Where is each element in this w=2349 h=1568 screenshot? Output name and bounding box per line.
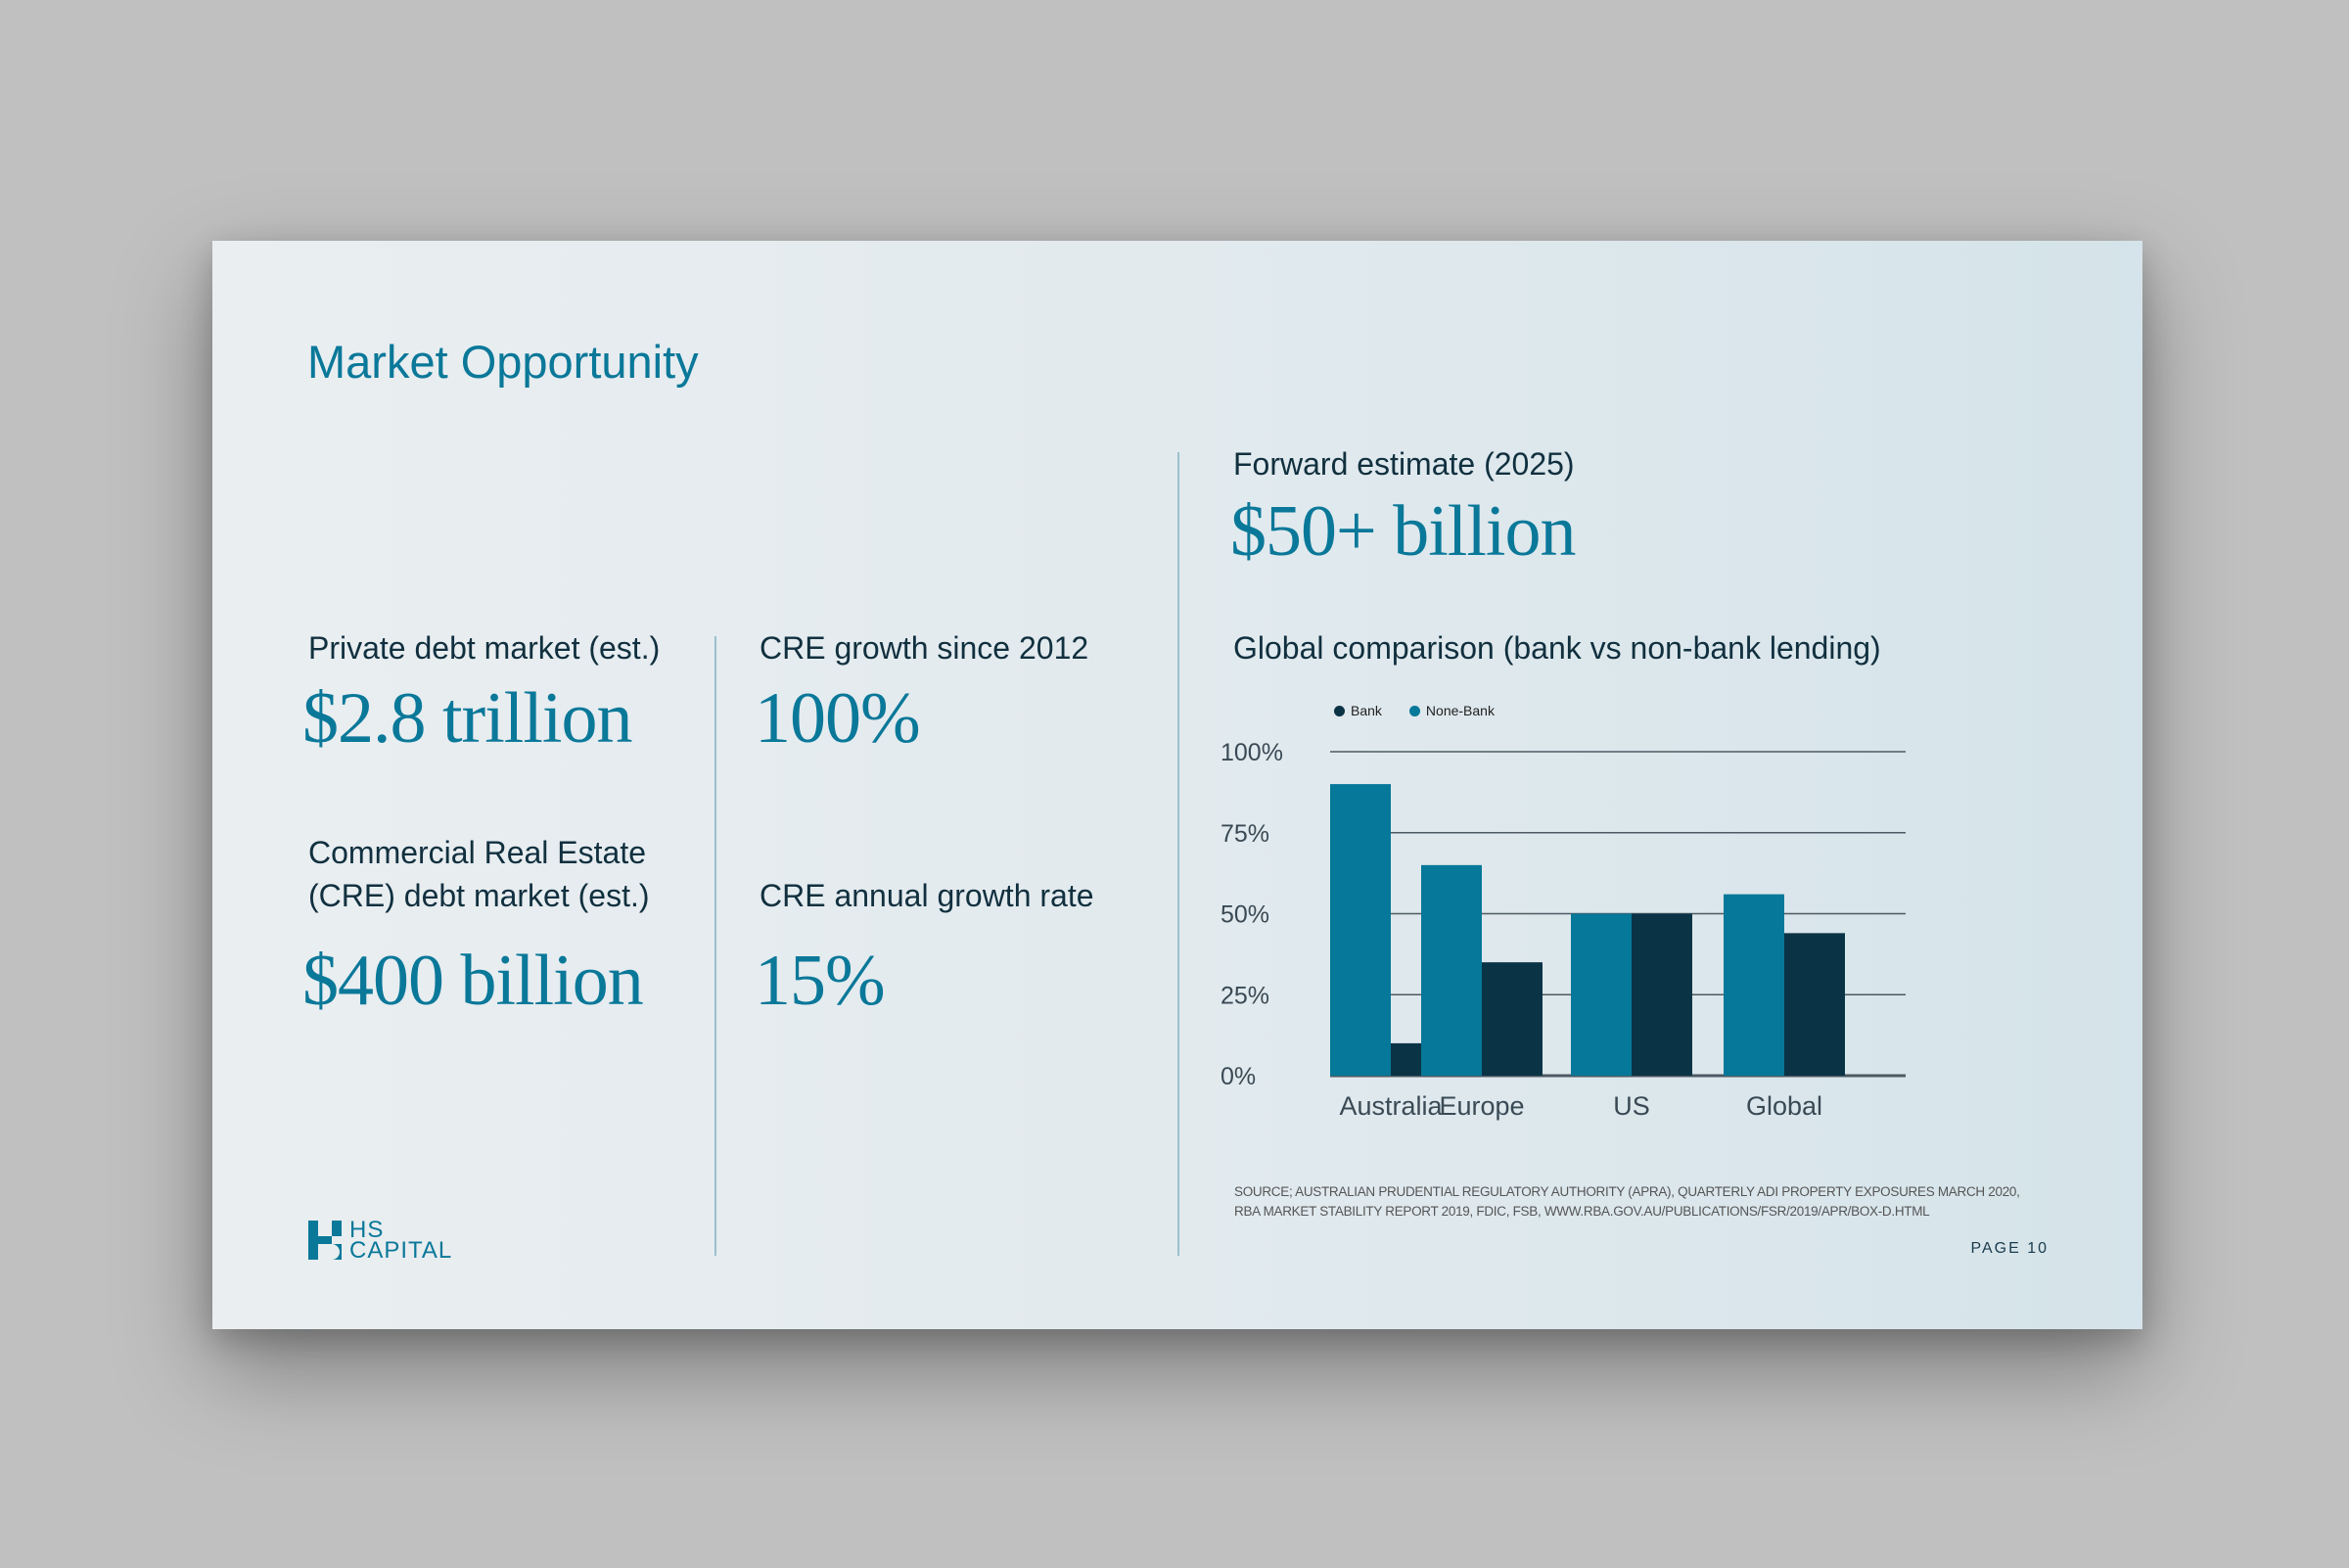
page-number: PAGE 10: [1970, 1240, 2049, 1257]
y-tick-label: 0%: [1221, 1063, 1256, 1090]
page-title: Market Opportunity: [307, 336, 699, 388]
y-tick-label: 25%: [1221, 982, 1269, 1009]
source-line-1: SOURCE; AUSTRALIAN PRUDENTIAL REGULATORY…: [1234, 1184, 2020, 1199]
x-tick-label: Global: [1746, 1091, 1822, 1121]
divider: [714, 636, 716, 1256]
bar-bank-global: [1784, 933, 1845, 1076]
bar-none-bank-global: [1724, 894, 1784, 1076]
private-debt-label: Private debt market (est.): [308, 630, 661, 666]
source-line-2: RBA MARKET STABILITY REPORT 2019, FDIC, …: [1234, 1204, 1930, 1219]
logo-line2: CAPITAL: [349, 1237, 453, 1264]
y-tick-label: 50%: [1221, 901, 1269, 929]
legend-bank-dot: [1334, 705, 1345, 716]
hs-capital-logo: HS CAPITAL: [308, 1217, 453, 1264]
forward-estimate-value: $50+ billion: [1230, 491, 1576, 572]
cre-debt-label: Commercial Real Estate (CRE) debt market…: [308, 831, 650, 917]
legend-bank-label: Bank: [1351, 703, 1382, 718]
x-tick-label: Australia: [1339, 1091, 1443, 1121]
chart-legend: Bank None-Bank: [1334, 703, 1495, 718]
cre-growth-value: 100%: [755, 678, 921, 759]
cre-annual-value: 15%: [755, 941, 886, 1021]
y-tick-label: 75%: [1221, 820, 1269, 848]
forward-estimate-label: Forward estimate (2025): [1233, 446, 1575, 482]
y-tick-label: 100%: [1221, 739, 1283, 766]
x-tick-label: US: [1613, 1091, 1650, 1121]
legend-nonbank-label: None-Bank: [1425, 703, 1495, 718]
source-note: SOURCE; AUSTRALIAN PRUDENTIAL REGULATORY…: [1234, 1182, 2020, 1222]
cre-debt-label-line2: (CRE) debt market (est.): [308, 878, 650, 913]
x-tick-label: Europe: [1439, 1091, 1524, 1121]
cre-debt-label-line1: Commercial Real Estate: [308, 835, 646, 870]
bar-none-bank-us: [1571, 913, 1632, 1076]
private-debt-value: $2.8 trillion: [302, 678, 632, 759]
bar-bank-us: [1632, 913, 1692, 1076]
logo-text: HS CAPITAL: [349, 1217, 453, 1264]
cre-growth-label: CRE growth since 2012: [760, 630, 1089, 666]
logo-line1: HS: [349, 1217, 385, 1243]
cre-annual-label: CRE annual growth rate: [760, 878, 1094, 913]
bar-bank-europe: [1482, 962, 1543, 1076]
divider: [1177, 452, 1179, 1256]
comparison-label: Global comparison (bank vs non-bank lend…: [1233, 630, 1881, 666]
slide: Market Opportunity Private debt market (…: [212, 241, 2142, 1329]
cre-debt-value: $400 billion: [302, 941, 644, 1021]
logo-mark-icon: [308, 1221, 342, 1260]
legend-nonbank-dot: [1408, 705, 1420, 716]
bar-none-bank-europe: [1421, 864, 1482, 1076]
bar-none-bank-australia: [1330, 784, 1391, 1076]
